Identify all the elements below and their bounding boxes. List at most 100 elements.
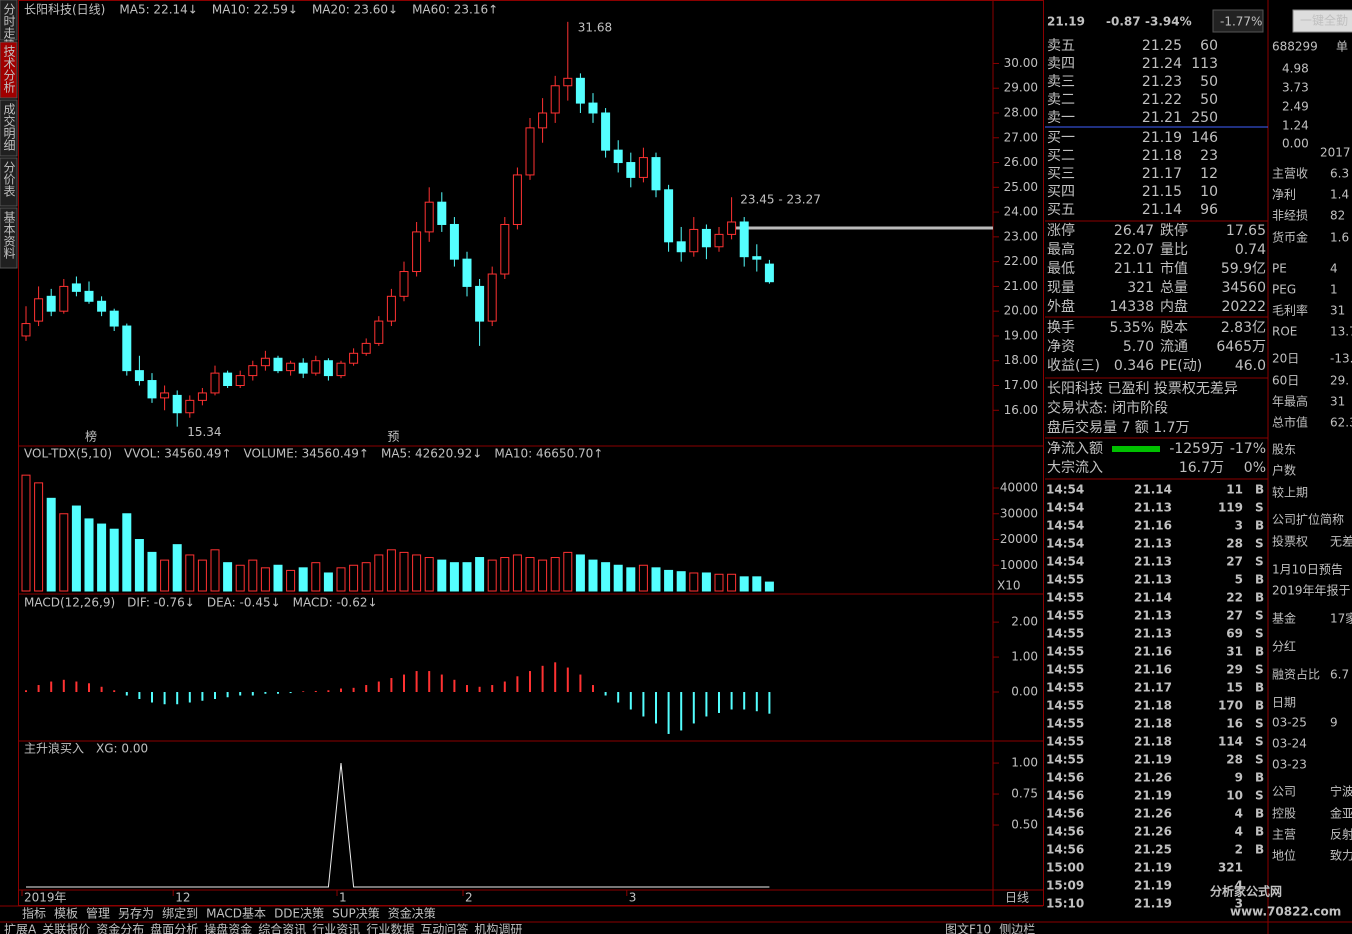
side-tab[interactable]: [0, 0, 18, 41]
bottom-tab[interactable]: 操盘资金: [204, 922, 252, 934]
side-tab[interactable]: [0, 157, 18, 207]
bottom-tab[interactable]: 资金分布: [96, 922, 144, 934]
stat-value: 0.74: [1235, 242, 1266, 258]
bottom-tab[interactable]: 扩展A: [4, 923, 37, 934]
tick-side: S: [1255, 753, 1264, 767]
watermark: www.70822.com: [1230, 905, 1341, 919]
y-tick-label: 27.00: [1004, 130, 1038, 144]
volume-bar: [109, 528, 119, 592]
side-tab[interactable]: [0, 99, 18, 157]
toolbar-item[interactable]: 模板: [54, 907, 78, 921]
bottom-tab[interactable]: 机构调研: [474, 922, 522, 934]
tick-time: 15:00: [1046, 861, 1084, 875]
y-tick-label: 20.00: [1004, 304, 1038, 318]
volume-bar: [286, 569, 296, 592]
volume-bar: [46, 497, 56, 592]
tick-volume: 28: [1226, 537, 1243, 551]
toolbar-item[interactable]: 指标: [22, 906, 46, 921]
toolbar-item[interactable]: 另存为: [118, 907, 154, 921]
volume-bar: [689, 572, 699, 592]
index-pct: -1.77%: [1220, 15, 1262, 29]
bottom-tab[interactable]: 关联报价: [42, 922, 90, 934]
y-tick-label: 2.00: [1011, 615, 1038, 629]
legend-item: MA10: 46650.70↑: [494, 447, 603, 461]
action-button[interactable]: [1292, 9, 1352, 33]
y-tick-label: 22.00: [1004, 254, 1038, 268]
flow-pct: -17%: [1230, 441, 1266, 457]
side-tab[interactable]: [0, 207, 18, 269]
book-volume: 60: [1200, 38, 1218, 54]
candle-body: [223, 372, 233, 387]
volume-bar: [273, 564, 283, 592]
candle-body: [475, 285, 485, 322]
candle-body: [21, 323, 31, 337]
side-label: PE: [1272, 262, 1287, 276]
candle-body: [323, 360, 333, 377]
book-label: 卖四: [1047, 56, 1075, 72]
toolbar-item[interactable]: 资金决策: [388, 906, 436, 921]
tick-volume: 69: [1226, 627, 1243, 641]
stat-value: 5.35%: [1110, 320, 1154, 336]
candle-body: [714, 233, 724, 248]
tick-volume: 4: [1235, 807, 1243, 821]
tick-side: B: [1255, 681, 1264, 695]
flow-label: 净流入额: [1047, 441, 1103, 457]
tick-volume: 3: [1235, 519, 1243, 533]
bottom-tab[interactable]: 盘面分析: [150, 922, 198, 934]
book-volume: 50: [1200, 74, 1218, 90]
tick-price: 21.18: [1134, 735, 1172, 749]
volume-bar: [475, 557, 485, 592]
stat-label: PE(动): [1160, 358, 1202, 374]
tick-price: 21.16: [1134, 519, 1172, 533]
bottom-tab[interactable]: 综合资讯: [258, 922, 306, 934]
candle-body: [361, 342, 371, 354]
toolbar-item[interactable]: 管理: [86, 906, 110, 921]
bottom-tab[interactable]: 互动问答: [420, 922, 468, 934]
bottom-tab[interactable]: 行业资讯: [312, 923, 360, 934]
x-tick-label: 3: [629, 891, 637, 905]
toolbar-item[interactable]: 绑定到: [162, 906, 198, 921]
book-volume: 50: [1200, 92, 1218, 108]
legend-item: MA5: 22.14↓: [119, 3, 197, 17]
side-value: 4: [1330, 262, 1338, 276]
bottom-tab[interactable]: 图文F10: [945, 922, 991, 934]
y-tick-label: 30.00: [1004, 56, 1038, 70]
volume-bar: [714, 573, 724, 592]
bottom-tab[interactable]: 侧边栏: [999, 922, 1035, 934]
marker: 榜: [85, 429, 97, 444]
side-label: 20日: [1272, 352, 1299, 366]
volume-bar: [122, 513, 132, 592]
tick-price: 21.19: [1134, 879, 1172, 893]
toolbar-item[interactable]: MACD基本: [206, 907, 266, 921]
legend-item: MA60: 23.16↑: [412, 3, 498, 17]
side-label: 主营: [1272, 828, 1296, 842]
volume-bar: [21, 474, 31, 592]
tick-time: 14:55: [1046, 735, 1084, 749]
book-label: 卖三: [1047, 74, 1075, 90]
bottom-tab[interactable]: 行业数据: [366, 922, 414, 934]
tick-price: 21.13: [1134, 627, 1172, 641]
side-label: 分红: [1272, 639, 1296, 654]
toolbar-item[interactable]: SUP决策: [332, 907, 380, 921]
change: -0.87: [1106, 15, 1141, 29]
candle-body: [638, 157, 648, 178]
candle-body: [210, 372, 220, 394]
tick-volume: 22: [1226, 591, 1243, 605]
side-value: 1.6: [1330, 231, 1349, 245]
candle-body: [613, 149, 623, 164]
side-value: 29.: [1330, 374, 1349, 388]
tick-volume: 9: [1235, 771, 1243, 785]
side-label: 融资占比: [1272, 667, 1320, 682]
tick-volume: 4: [1235, 825, 1243, 839]
book-volume: 10: [1200, 184, 1218, 200]
volume-bar: [160, 559, 170, 592]
candle-body: [739, 221, 749, 258]
candle-body: [399, 271, 409, 297]
toolbar-item[interactable]: DDE决策: [274, 907, 324, 921]
side-tab[interactable]: [0, 41, 18, 99]
side-value: 无差异: [1330, 535, 1352, 549]
side-label: 03-24: [1272, 737, 1307, 751]
stat-value: 17.65: [1226, 223, 1266, 239]
